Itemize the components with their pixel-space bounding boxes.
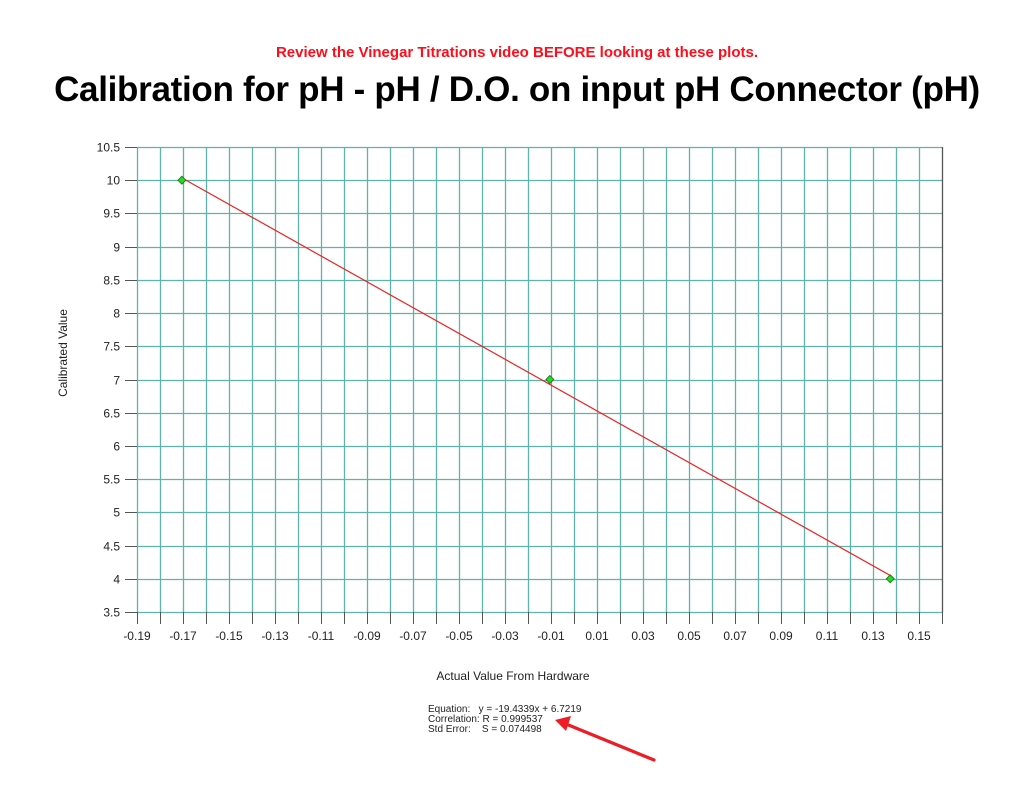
y-tick-label: 9 bbox=[113, 241, 120, 255]
x-axis-label: Actual Value From Hardware bbox=[436, 669, 589, 683]
x-tick-label: -0.09 bbox=[353, 629, 381, 643]
data-point-diamond bbox=[545, 374, 555, 385]
y-tick-label: 6 bbox=[113, 440, 120, 454]
y-tick-label: 6.5 bbox=[103, 407, 120, 421]
y-tick-label: 4.5 bbox=[103, 540, 120, 554]
correlation-value: R = 0.999537 bbox=[482, 714, 543, 725]
data-series bbox=[177, 175, 895, 584]
x-tick-label: 0.11 bbox=[816, 629, 839, 643]
y-tick-label: 10.5 bbox=[97, 141, 121, 155]
x-tick-label: 0.07 bbox=[723, 629, 747, 643]
x-tick-label: -0.13 bbox=[261, 629, 289, 643]
x-tick-label: -0.03 bbox=[491, 629, 519, 643]
x-tick-label: 0.15 bbox=[907, 629, 931, 643]
y-tick-label: 4 bbox=[113, 573, 120, 587]
x-tick-label: -0.07 bbox=[399, 629, 427, 643]
y-tick-label: 5 bbox=[113, 506, 120, 520]
review-notice: Review the Vinegar Titrations video BEFO… bbox=[275, 44, 759, 61]
fit-line bbox=[181, 177, 891, 577]
red-arrow-annotation bbox=[555, 716, 656, 762]
x-tick-label: -0.01 bbox=[537, 629, 565, 643]
y-axis-label: Calibrated Value bbox=[56, 309, 70, 397]
y-tick-label: 8.5 bbox=[103, 274, 120, 288]
std-error-row: Std Error: S = 0.074498 bbox=[428, 725, 581, 735]
chart-title: Calibration for pH - pH / D.O. on input … bbox=[54, 70, 980, 109]
y-tick-label: 10 bbox=[107, 174, 121, 188]
x-tick-label: 0.09 bbox=[769, 629, 793, 643]
regression-stats: Equation: y = -19.4339x + 6.7219 Correla… bbox=[428, 705, 581, 735]
std-error-value: S = 0.074498 bbox=[481, 724, 542, 735]
equation-value: y = -19.4339x + 6.7219 bbox=[478, 704, 582, 715]
y-tick-label: 7.5 bbox=[103, 340, 120, 354]
x-tick-label: 0.05 bbox=[677, 629, 701, 643]
data-point-diamond bbox=[885, 574, 895, 584]
y-tick-label: 3.5 bbox=[103, 606, 120, 620]
data-point-diamond bbox=[177, 175, 187, 185]
correlation-row: Correlation: R = 0.999537 bbox=[428, 715, 581, 725]
axes bbox=[125, 147, 944, 624]
y-tick-label: 9.5 bbox=[103, 207, 120, 221]
correlation-label: Correlation: bbox=[428, 714, 480, 725]
x-tick-label: 0.13 bbox=[861, 629, 885, 643]
equation-row: Equation: y = -19.4339x + 6.7219 bbox=[428, 705, 581, 715]
x-tick-label: -0.17 bbox=[169, 629, 197, 643]
grid-lines bbox=[136, 146, 942, 614]
x-tick-label: -0.19 bbox=[123, 629, 151, 643]
x-tick-label: 0.01 bbox=[585, 629, 609, 643]
y-tick-label: 8 bbox=[113, 307, 120, 321]
x-tick-label: 0.03 bbox=[631, 629, 655, 643]
x-tick-label: -0.15 bbox=[215, 629, 243, 643]
std-error-label: Std Error: bbox=[428, 724, 471, 735]
y-tick-label: 5.5 bbox=[103, 473, 120, 487]
tick-labels: 3.5 4 4.5 5 5.5 6 6.5 7 7.5 8 8.5 9 9.5 10 10.5 -0.19 -0… bbox=[97, 141, 931, 644]
x-tick-label: -0.11 bbox=[308, 629, 335, 643]
equation-label: Equation: bbox=[428, 704, 471, 715]
y-tick-label: 7 bbox=[113, 374, 120, 388]
x-tick-label: -0.05 bbox=[445, 629, 473, 643]
